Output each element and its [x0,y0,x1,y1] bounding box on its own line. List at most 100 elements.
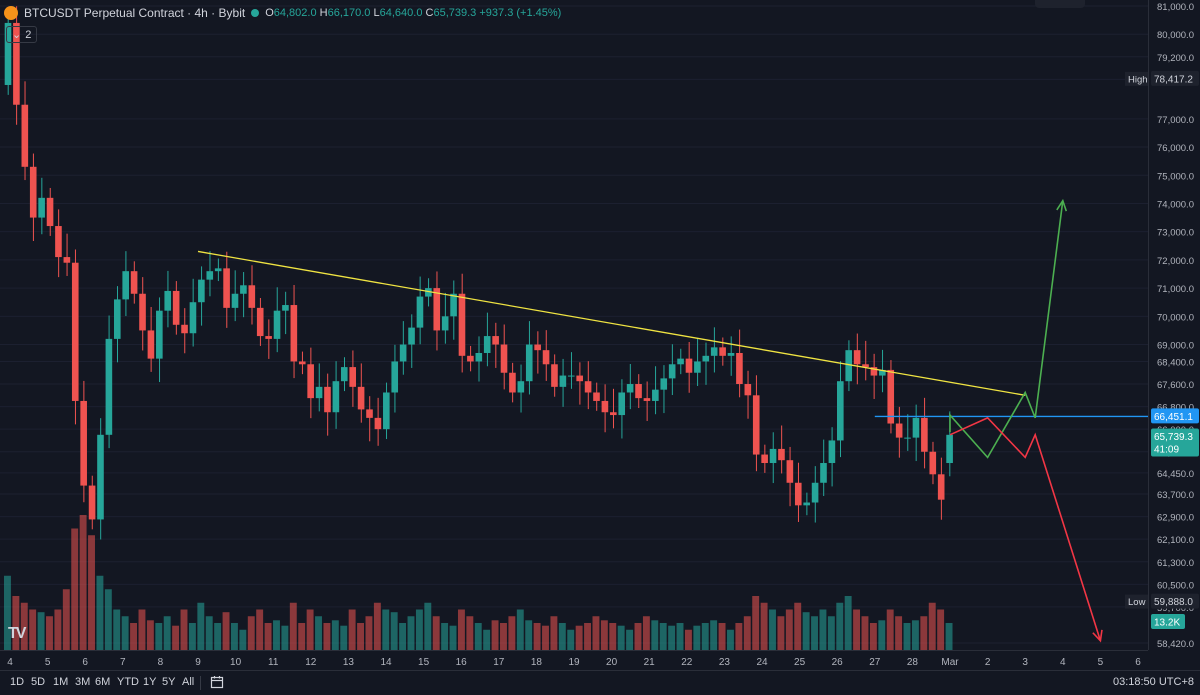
candle-body [509,372,516,393]
volume-bar [79,515,87,650]
volume-bar [642,616,650,650]
close-value: 65,739.3 [433,7,477,19]
volume-bar [903,623,911,650]
volume-bar [769,609,776,650]
price-scale[interactable]: 81,000.080,000.079,200.078,400.077,000.0… [1148,0,1200,650]
time-tick-label: 7 [120,657,126,668]
timeframe-1y-button[interactable]: 1Y [143,676,157,688]
change-value: +937.3 (+1.45%) [479,7,562,19]
bullish-projection-path-arrowhead [1056,198,1068,212]
volume-bar [752,596,760,650]
candle-body [366,409,373,418]
volume-bar [928,602,936,650]
high-value: 66,170.0 [327,7,371,19]
utc-clock[interactable]: 03:18:50 UTC+8 [1112,676,1194,688]
time-tick-label: 28 [907,657,919,668]
time-tick-label: 6 [82,657,88,668]
current-price-label: 65,739.3 [1154,432,1193,443]
high-tag: High [1128,74,1148,85]
timeframe-3m-button[interactable]: 3M [75,676,91,688]
bar-countdown-label: 41:09 [1154,445,1179,456]
tradingview-logo[interactable]: TV [8,625,27,642]
price-tick-label: 77,000.0 [1157,115,1194,126]
timeframe-5y-button[interactable]: 5Y [162,676,176,688]
candle-body [837,381,844,441]
price-tick-label: 79,200.0 [1157,53,1194,64]
volume-bar [281,625,289,650]
time-tick-label: 20 [606,657,618,668]
volume-bar [289,602,297,650]
candle-body [567,375,575,377]
timeframe-6m-button[interactable]: 6M [95,676,111,688]
pane-controls[interactable] [1035,0,1085,8]
volume-bar [886,609,894,650]
time-axis-labels: 4 5 6 7 8 9 10 11 12 13 14 15 16 17 18 19 20 21 22 23 24 25 26… [7,657,1141,668]
candle-body [786,460,794,483]
volume-bar [20,602,28,650]
candle-body [467,355,474,362]
candle-body [256,307,264,337]
candle-body [559,375,567,387]
time-tick-label: 6 [1135,657,1141,668]
volume-bar [172,625,180,650]
volume-bar [163,616,171,650]
time-axis[interactable]: 4 5 6 7 8 9 10 11 12 13 14 15 16 17 18 19 20 21 22 23 24 25 26… [0,650,1148,670]
volume-bar [382,609,390,650]
volume-bar [96,575,104,650]
volume-bar [794,602,802,650]
volume-bar [743,616,751,650]
candle-body [534,344,541,351]
calendar-icon[interactable] [210,675,224,689]
time-tick-label: 22 [681,657,693,668]
volume-bar [827,616,835,650]
candle-body [601,400,609,413]
timeframe-5d-button[interactable]: 5D [31,676,46,688]
low-tag-bg [1125,594,1149,609]
bearish-projection-path-arrowhead [1092,629,1103,643]
chart-pane[interactable]: High Low BTCUSDT Perpetual Contract · 4h … [0,0,1149,650]
candle-body [408,327,415,345]
toolbar-divider [200,676,201,690]
price-tick-label: 73,000.0 [1157,228,1194,239]
volume-bar [684,629,692,650]
candle-body [635,384,642,399]
candle-body [677,358,684,365]
candle-body [189,302,197,334]
volume-bar [533,623,541,650]
volume-bar [104,589,112,650]
timeframe-1d-button[interactable]: 1D [10,676,25,688]
time-tick-label: 12 [305,657,317,668]
indicator-count: 2 [25,28,32,41]
volume-bar [365,616,373,650]
volume-bar [390,612,398,650]
volume-bar [357,623,365,650]
volume-bar [88,535,95,650]
price-tick-label: 61,300.0 [1157,558,1194,569]
volume-bar [617,625,625,650]
candle-body [794,482,802,506]
low-tag: Low [1128,597,1146,608]
price-axis[interactable]: 81,000.080,000.079,200.078,400.077,000.0… [1149,0,1200,650]
indicators-toggle[interactable]: ⌄ 2 [6,26,38,43]
volume-bar [46,616,53,650]
candlestick-chart[interactable]: High Low [0,0,1149,650]
price-tick-label: 66,800.0 [1157,403,1194,414]
candle-body [811,482,819,503]
time-tick-label: 10 [230,657,242,668]
time-tick-label: 9 [195,657,201,668]
price-tick-label: 71,000.0 [1157,284,1194,295]
candle-body [340,367,348,382]
timeframe-1m-button[interactable]: 1M [53,676,69,688]
volume-bar [945,623,953,650]
volume-bar [584,623,591,650]
timeframe-ytd-button[interactable]: YTD [117,676,139,688]
volume-bar [4,575,11,650]
candle-body [517,381,525,393]
symbol-title[interactable]: BTCUSDT Perpetual Contract · 4h · Bybit [24,6,246,20]
volume-bar [735,623,743,650]
volume-bar [239,629,247,650]
low-value-label: 59,888.0 [1154,597,1193,608]
timeframe-all-button[interactable]: All [182,676,195,688]
volume-bar [113,609,121,650]
time-tick-label: 11 [268,657,279,668]
